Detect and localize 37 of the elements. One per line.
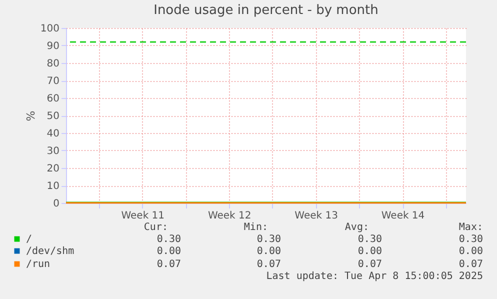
text: Last update: Tue Apr 8 15:00:05 2025	[266, 271, 483, 282]
legend-label: /	[26, 234, 32, 245]
y-tick-label: 70	[46, 76, 60, 87]
text: 0.00	[256, 246, 281, 257]
text: Min:	[244, 222, 268, 233]
text: 0.07	[358, 259, 382, 270]
y-tick-label: 90	[46, 41, 60, 52]
y-tick-label: 100	[40, 24, 60, 34]
x-tick-label: Week 11	[121, 210, 165, 222]
y-tick-label: 50	[46, 111, 60, 122]
y-tick-label: 80	[46, 58, 60, 70]
text: Max:	[458, 222, 483, 233]
text: 0.07	[156, 259, 181, 270]
text: 0.30	[358, 234, 382, 245]
x-tick-label: Week 13	[294, 210, 338, 222]
legend-label: /run	[26, 259, 50, 270]
y-tick-label: 10	[46, 181, 60, 192]
y-tick-label: 60	[46, 94, 60, 104]
text: Avg:	[344, 222, 369, 233]
text: 0.30	[156, 234, 181, 245]
text: 0.30	[458, 234, 483, 245]
y-tick-label: 0	[53, 198, 60, 210]
y-tick-label: 30	[46, 146, 60, 157]
text: 0.00	[358, 246, 382, 257]
x-tick-label: Week 14	[381, 210, 425, 222]
y-tick-label: 40	[46, 128, 60, 140]
chart-title: Inode usage in percent - by month	[154, 3, 378, 18]
y-axis-title: %	[24, 110, 38, 122]
x-tick-label: Week 12	[208, 210, 252, 222]
text: 0.00	[156, 246, 181, 257]
text: 0.30	[256, 234, 281, 245]
y-tick-label: 20	[46, 164, 60, 174]
text: 0.07	[458, 259, 483, 270]
text: 0.00	[458, 246, 483, 257]
legend-label: /dev/shm	[26, 246, 74, 257]
text: 0.07	[256, 259, 281, 270]
text: Cur:	[144, 222, 168, 233]
